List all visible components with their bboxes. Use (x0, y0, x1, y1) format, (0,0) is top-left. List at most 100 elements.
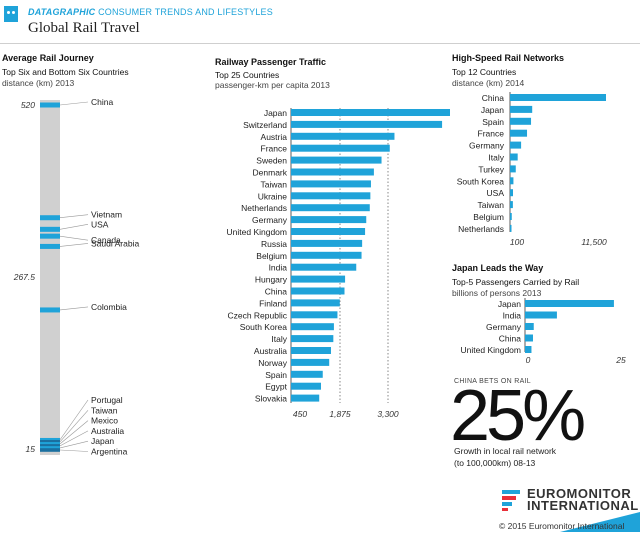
bar (510, 224, 512, 232)
bar (510, 105, 533, 113)
bar (291, 382, 321, 390)
category-label: France (261, 144, 288, 154)
bar (291, 132, 395, 140)
bar (525, 334, 533, 342)
journey-leader (59, 399, 89, 440)
traffic-title: Railway Passenger Traffic (215, 57, 327, 67)
logo-line1: EUROMONITOR (527, 486, 632, 501)
category-label: USA (487, 188, 505, 198)
journey-marker (40, 442, 60, 446)
category-label: Russia (261, 239, 287, 249)
bar (291, 204, 370, 212)
journey-leader (59, 430, 89, 447)
tick-label: 450 (293, 409, 307, 419)
tick-label: 11,500 (581, 237, 607, 247)
category-label: Finland (259, 298, 287, 308)
callout-big-number: 25% (450, 376, 586, 456)
bar (510, 213, 512, 220)
category-label: Switzerland (243, 120, 287, 130)
callout-line1: Growth in local rail network (454, 446, 557, 456)
category-label: South Korea (457, 176, 505, 186)
bar (291, 180, 371, 188)
bar (291, 394, 320, 402)
category-label: Sweden (256, 156, 287, 166)
category-label: Japan (264, 108, 287, 118)
journey-leader (59, 243, 89, 247)
logo-line2: INTERNATIONAL (527, 498, 639, 513)
category-label: Germany (252, 215, 288, 225)
journey-marker (40, 102, 60, 108)
journey-label: Japan (91, 436, 114, 446)
journey-unit: distance (km) 2013 (2, 78, 75, 88)
hsr-subtitle: Top 12 Countries (452, 67, 517, 77)
tick-label: 0 (526, 355, 531, 365)
journey-subtitle: Top Six and Bottom Six Countries (2, 67, 129, 77)
header-band (0, 0, 640, 44)
journey-marker (40, 437, 60, 442)
journey-label: Australia (91, 426, 124, 436)
copyright: © 2015 Euromonitor International (499, 521, 625, 531)
bar (525, 323, 534, 330)
category-label: Hungary (255, 275, 288, 285)
category-label: Italy (488, 153, 504, 163)
category-label: India (269, 263, 288, 273)
bar (291, 168, 374, 176)
category-label: China (499, 334, 521, 344)
journey-leader (59, 440, 89, 449)
category-label: Turkey (478, 164, 504, 174)
category-label: South Korea (240, 322, 288, 332)
category-label: United Kingdom (461, 345, 521, 355)
journey-label: Vietnam (91, 210, 122, 220)
journey-marker (40, 446, 60, 450)
journey-marker (40, 215, 60, 221)
journey-title: Average Rail Journey (2, 53, 94, 63)
bar (510, 94, 606, 101)
category-label: Spain (265, 370, 287, 380)
bar (510, 129, 528, 137)
bar (291, 239, 363, 247)
bar (291, 275, 346, 283)
category-label: Germany (469, 141, 505, 151)
bar (291, 109, 450, 116)
japan-unit: billions of persons 2013 (452, 288, 542, 298)
category-label: Taiwan (478, 200, 505, 210)
tick-label: 100 (510, 237, 524, 247)
category-label: Australia (254, 346, 287, 356)
category-label: China (265, 287, 287, 297)
tick-label: 25 (615, 355, 626, 365)
bar (291, 120, 443, 128)
journey-marker (40, 440, 60, 444)
journey-marker (40, 233, 60, 239)
category-label: Taiwan (261, 179, 288, 189)
journey-tick-bottom: 15 (26, 444, 36, 454)
mask-icon (4, 6, 18, 22)
journey-label: China (91, 97, 113, 107)
brand-rest: CONSUMER TRENDS AND LIFESTYLES (98, 7, 273, 17)
journey-leader (59, 235, 89, 241)
hsr-title: High-Speed Rail Networks (452, 53, 565, 63)
category-label: United Kingdom (227, 227, 287, 237)
bar (291, 287, 345, 295)
journey-label: Argentina (91, 447, 128, 457)
bar (525, 346, 532, 353)
bar (291, 370, 323, 378)
category-label: Belgium (256, 251, 287, 261)
bar (291, 156, 382, 164)
journey-label: Mexico (91, 416, 118, 426)
bar (525, 311, 557, 319)
category-label: Spain (482, 117, 504, 127)
corner-swoosh (500, 506, 640, 532)
journey-label: Colombia (91, 302, 127, 312)
journey-label: Taiwan (91, 405, 118, 415)
bar (510, 153, 518, 161)
journey-leader (59, 224, 89, 230)
journey-leader (59, 410, 89, 443)
journey-marker (40, 444, 60, 448)
category-label: Belgium (473, 212, 504, 222)
journey-label: Canada (91, 235, 121, 245)
category-label: Netherlands (241, 203, 287, 213)
brand-line: DATAGRAPHIC CONSUMER TRENDS AND LIFESTYL… (28, 7, 273, 17)
bar (510, 117, 532, 125)
